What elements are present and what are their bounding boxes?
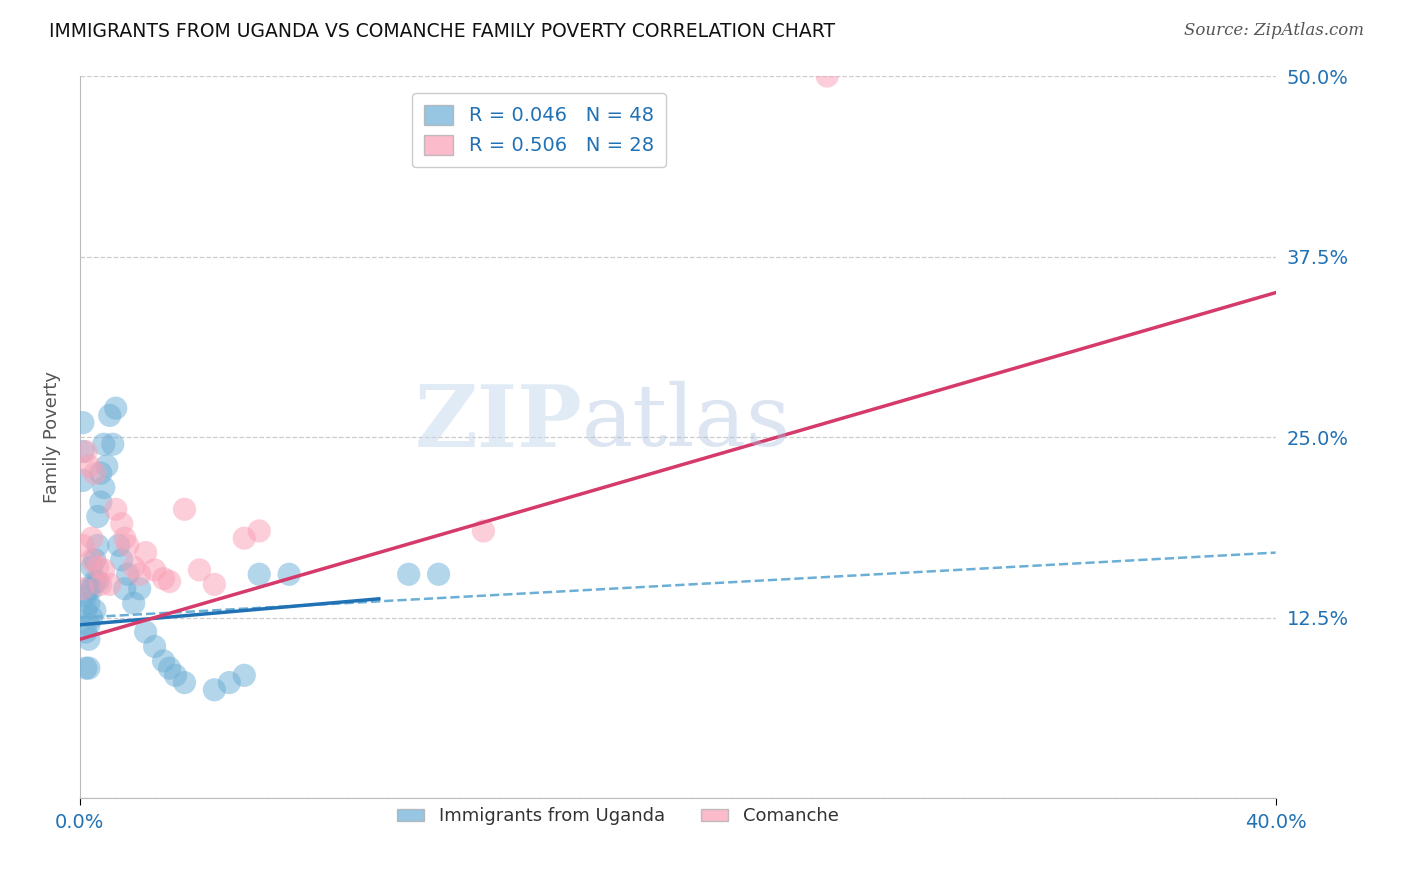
- Point: [104, 502, 127, 516]
- Text: atlas: atlas: [582, 381, 792, 464]
- Point: [159, 661, 181, 675]
- Point: [202, 682, 225, 697]
- Point: [96, 458, 118, 473]
- Point: [278, 567, 301, 582]
- Point: [72, 582, 94, 596]
- Point: [83, 574, 105, 589]
- Point: [87, 509, 110, 524]
- Point: [114, 531, 136, 545]
- Point: [83, 603, 105, 617]
- Point: [135, 546, 157, 560]
- Point: [218, 675, 240, 690]
- Point: [80, 553, 103, 567]
- Point: [104, 401, 127, 416]
- Point: [75, 603, 97, 617]
- Point: [90, 495, 112, 509]
- Point: [188, 563, 211, 577]
- Text: ZIP: ZIP: [415, 381, 582, 465]
- Point: [152, 654, 174, 668]
- Point: [135, 625, 157, 640]
- Point: [90, 577, 112, 591]
- Point: [80, 582, 103, 596]
- Point: [87, 574, 110, 589]
- Point: [93, 437, 115, 451]
- Point: [143, 563, 166, 577]
- Text: IMMIGRANTS FROM UGANDA VS COMANCHE FAMILY POVERTY CORRELATION CHART: IMMIGRANTS FROM UGANDA VS COMANCHE FAMIL…: [49, 22, 835, 41]
- Point: [72, 538, 94, 552]
- Point: [90, 466, 112, 480]
- Point: [72, 474, 94, 488]
- Point: [173, 502, 195, 516]
- Point: [93, 563, 115, 577]
- Point: [87, 538, 110, 552]
- Point: [233, 668, 256, 682]
- Point: [101, 437, 124, 451]
- Point: [75, 661, 97, 675]
- Point: [128, 582, 150, 596]
- Point: [111, 553, 134, 567]
- Point: [75, 589, 97, 603]
- Point: [87, 560, 110, 574]
- Point: [233, 531, 256, 545]
- Point: [83, 466, 105, 480]
- Point: [77, 617, 100, 632]
- Point: [83, 553, 105, 567]
- Point: [98, 409, 121, 423]
- Point: [107, 538, 129, 552]
- Point: [427, 567, 450, 582]
- Text: Source: ZipAtlas.com: Source: ZipAtlas.com: [1184, 22, 1364, 39]
- Y-axis label: Family Poverty: Family Poverty: [44, 371, 60, 503]
- Point: [122, 596, 145, 610]
- Point: [77, 458, 100, 473]
- Point: [111, 516, 134, 531]
- Point: [80, 610, 103, 624]
- Point: [152, 572, 174, 586]
- Legend: Immigrants from Uganda, Comanche: Immigrants from Uganda, Comanche: [389, 800, 846, 832]
- Point: [77, 661, 100, 675]
- Point: [122, 560, 145, 574]
- Point: [117, 538, 139, 552]
- Point: [72, 416, 94, 430]
- Point: [165, 668, 187, 682]
- Point: [117, 567, 139, 582]
- Point: [75, 444, 97, 458]
- Point: [77, 632, 100, 647]
- Point: [114, 582, 136, 596]
- Point: [77, 596, 100, 610]
- Point: [72, 444, 94, 458]
- Point: [202, 577, 225, 591]
- Point: [173, 675, 195, 690]
- Point: [247, 524, 270, 538]
- Point: [472, 524, 495, 538]
- Point: [159, 574, 181, 589]
- Point: [80, 560, 103, 574]
- Point: [143, 640, 166, 654]
- Point: [128, 567, 150, 582]
- Point: [93, 481, 115, 495]
- Point: [80, 531, 103, 545]
- Point: [398, 567, 420, 582]
- Point: [77, 582, 100, 596]
- Point: [75, 625, 97, 640]
- Point: [815, 69, 838, 83]
- Point: [247, 567, 270, 582]
- Point: [98, 577, 121, 591]
